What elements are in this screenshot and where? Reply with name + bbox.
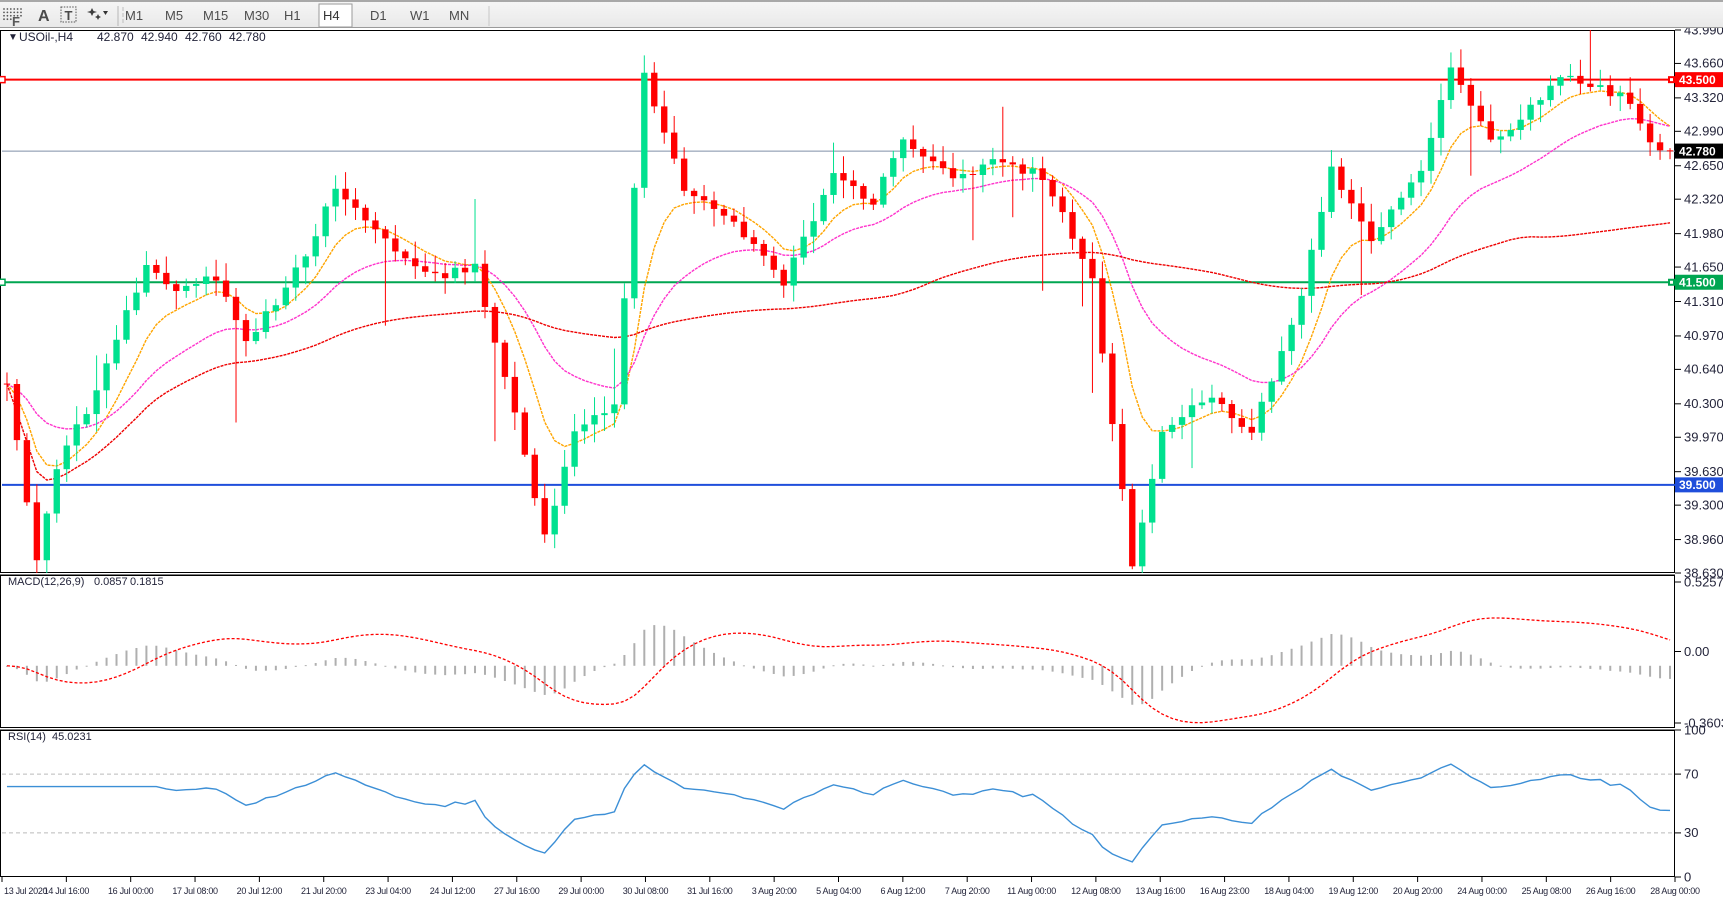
svg-text:A: A bbox=[38, 8, 50, 25]
svg-text:RSI(14): RSI(14) bbox=[8, 731, 46, 743]
svg-text:42.870: 42.870 bbox=[97, 30, 134, 44]
svg-text:T: T bbox=[65, 8, 73, 23]
svg-text:H4: H4 bbox=[323, 8, 340, 23]
svg-text:M1: M1 bbox=[125, 8, 143, 23]
svg-text:▼: ▼ bbox=[8, 32, 18, 43]
svg-text:42.780: 42.780 bbox=[229, 30, 266, 44]
svg-text:42.940: 42.940 bbox=[141, 30, 178, 44]
svg-text:MACD(12,26,9): MACD(12,26,9) bbox=[8, 576, 84, 588]
svg-text:H1: H1 bbox=[284, 8, 301, 23]
svg-text:F: F bbox=[12, 14, 20, 29]
svg-text:MN: MN bbox=[449, 8, 469, 23]
svg-text:M30: M30 bbox=[244, 8, 269, 23]
svg-text:0.1815: 0.1815 bbox=[130, 576, 164, 588]
svg-text:45.0231: 45.0231 bbox=[52, 731, 92, 743]
svg-text:W1: W1 bbox=[410, 8, 430, 23]
svg-text:D1: D1 bbox=[370, 8, 387, 23]
svg-text:USOil-,H4: USOil-,H4 bbox=[19, 30, 73, 44]
svg-text:M15: M15 bbox=[203, 8, 228, 23]
svg-text:M5: M5 bbox=[165, 8, 183, 23]
svg-text:0.0857: 0.0857 bbox=[94, 576, 128, 588]
svg-text:42.760: 42.760 bbox=[185, 30, 222, 44]
